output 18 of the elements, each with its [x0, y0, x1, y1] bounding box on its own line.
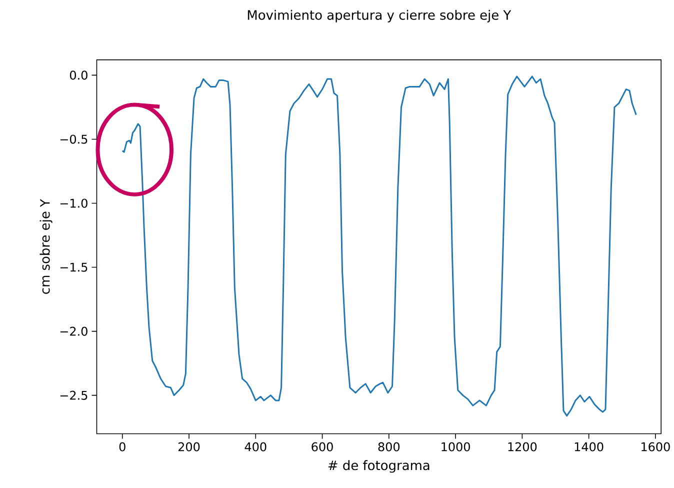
x-tick-label: 800	[378, 442, 400, 452]
y-tick-label: −1.0	[60, 198, 88, 208]
x-tick-label: 600	[312, 442, 333, 452]
y-tick-label: −2.5	[60, 391, 88, 400]
chart-title: Movimiento apertura y cierre sobre eje Y	[248, 10, 512, 23]
y-tick-label: −2.0	[60, 326, 88, 336]
x-tick-label: 400	[244, 442, 266, 452]
y-tick-label: 0.0	[70, 70, 88, 80]
x-tick-label: 1000	[442, 442, 470, 452]
x-tick-label: 200	[178, 442, 200, 452]
y-tick-label: −0.5	[60, 134, 88, 144]
x-tick-label: 1600	[642, 442, 670, 452]
x-axis-title: # de fotograma	[328, 460, 430, 473]
x-tick-label: 0	[119, 442, 126, 452]
x-tick-label: 1400	[574, 442, 604, 452]
y-axis-title: cm sobre eje Y	[40, 199, 52, 294]
y-tick-label: −1.5	[60, 263, 88, 272]
x-tick-label: 1200	[508, 442, 537, 452]
